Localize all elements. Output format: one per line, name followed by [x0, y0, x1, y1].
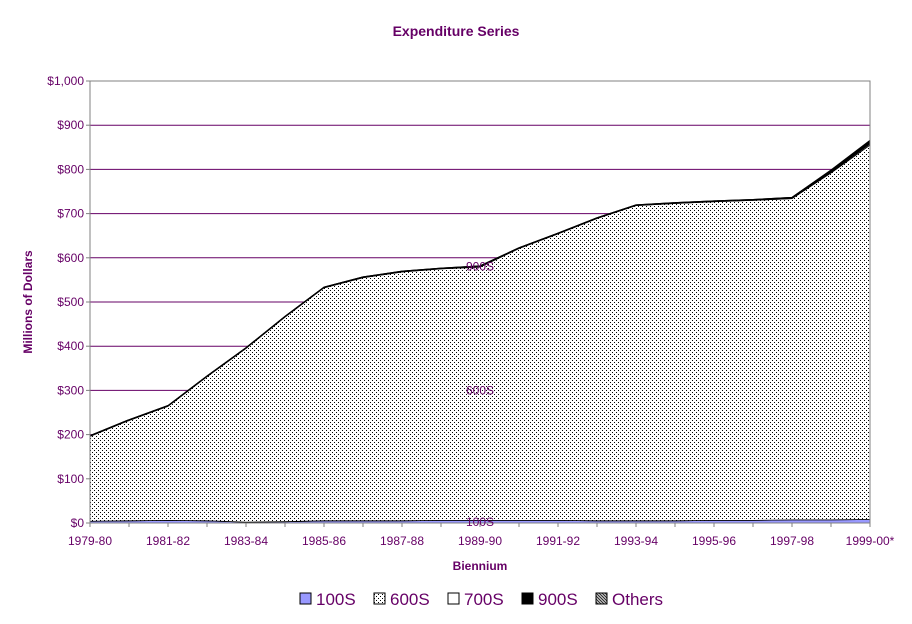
- legend-label: 100S: [316, 590, 356, 609]
- y-tick-label: $100: [57, 472, 84, 486]
- area-label: 100S: [466, 515, 494, 529]
- y-axis-ticks: $0 $100 $200 $300 $400 $500 $600 $700 $800 $900 $1…: [47, 74, 90, 530]
- area-series: [89, 139, 871, 524]
- area-label: 600S: [466, 383, 494, 397]
- x-tick-label: 1983-84: [224, 534, 268, 548]
- x-tick-label: 1981-82: [146, 534, 190, 548]
- y-tick-label: $700: [57, 207, 84, 221]
- legend-swatch: [447, 592, 460, 605]
- legend-label: Others: [612, 590, 663, 609]
- area-600s-series: [89, 144, 871, 523]
- area-labels: 600S 900S 100S: [466, 260, 494, 529]
- y-tick-label: $500: [57, 295, 84, 309]
- legend-swatch: [299, 592, 312, 605]
- y-tick-label: $300: [57, 383, 84, 397]
- y-tick-label: $400: [57, 339, 84, 353]
- y-axis-title: Millions of Dollars: [21, 250, 35, 354]
- legend: 100S 600S 700S 900S Others: [299, 590, 663, 609]
- x-tick-label: 1985-86: [302, 534, 346, 548]
- legend-swatch: [595, 592, 608, 605]
- x-axis-title: Biennium: [453, 559, 508, 573]
- x-axis-ticks: 1979-80 1981-82 1983-84 1985-86 1987-88 1989-…: [68, 523, 895, 548]
- legend-label: 600S: [390, 590, 430, 609]
- y-tick-label: $0: [71, 516, 85, 530]
- legend-swatch: [521, 592, 534, 605]
- legend-label: 900S: [538, 590, 578, 609]
- x-tick-label: 1995-96: [692, 534, 736, 548]
- y-tick-label: $900: [57, 118, 84, 132]
- x-tick-label: 1991-92: [536, 534, 580, 548]
- legend-swatch: [373, 592, 386, 605]
- x-tick-label: 1993-94: [614, 534, 658, 548]
- area-label: 900S: [466, 260, 494, 274]
- x-tick-label: 1997-98: [770, 534, 814, 548]
- y-tick-label: $800: [57, 162, 84, 176]
- y-tick-label: $600: [57, 251, 84, 265]
- y-tick-label: $200: [57, 428, 84, 442]
- legend-label: 700S: [464, 590, 504, 609]
- x-tick-label: 1989-90: [458, 534, 502, 548]
- chart-title: Expenditure Series: [393, 23, 520, 39]
- x-tick-label: 1987-88: [380, 534, 424, 548]
- x-tick-label: 1979-80: [68, 534, 112, 548]
- y-tick-label: $1,000: [47, 74, 84, 88]
- x-tick-label: 1999-00*: [846, 534, 895, 548]
